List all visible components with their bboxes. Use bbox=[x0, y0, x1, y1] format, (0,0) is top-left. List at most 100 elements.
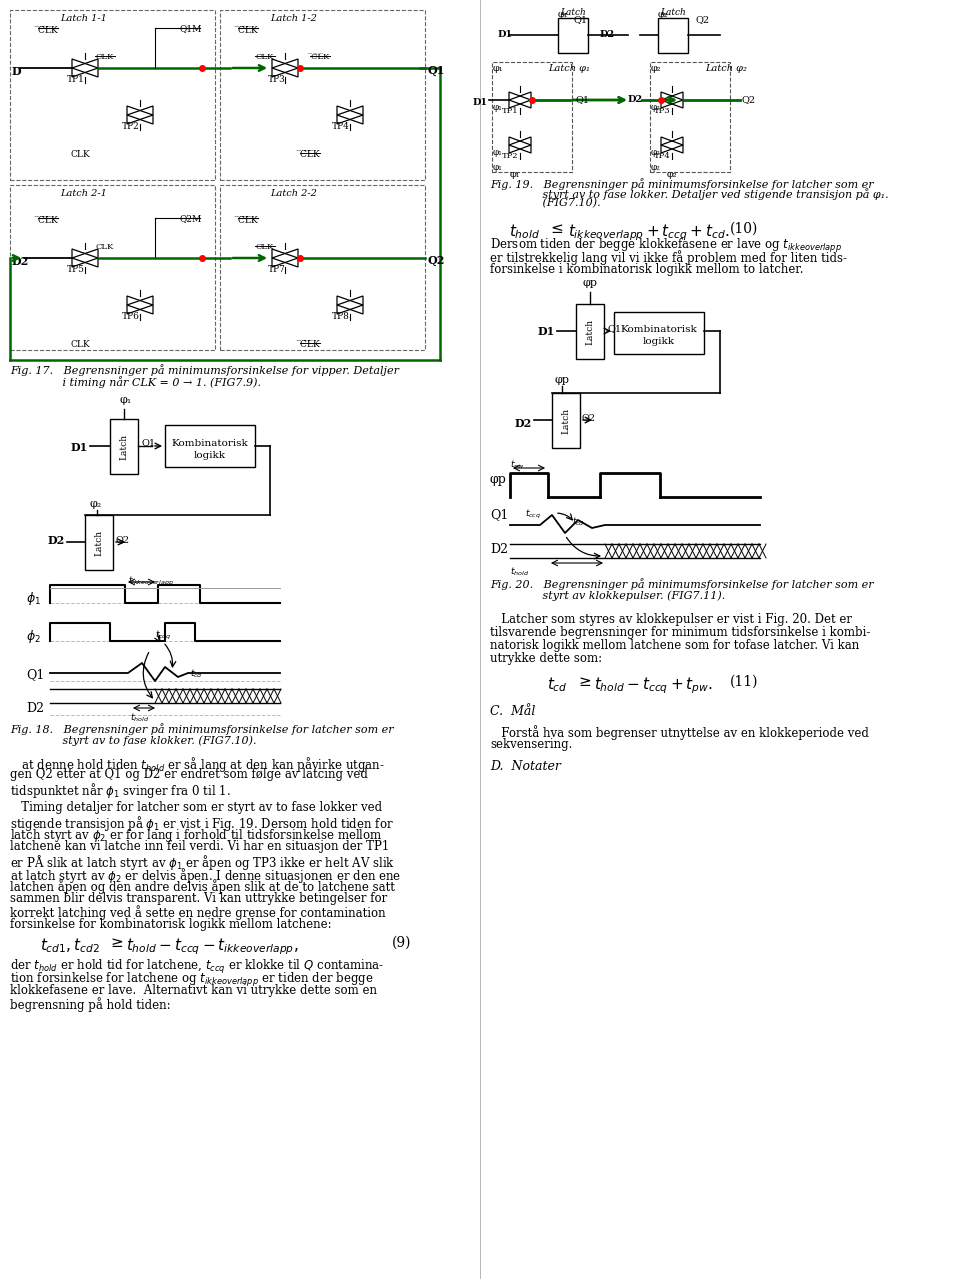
Text: CLK: CLK bbox=[96, 243, 114, 251]
Text: $\geq$: $\geq$ bbox=[576, 675, 592, 689]
Text: ̅C̅L̅K: ̅C̅L̅K bbox=[311, 52, 329, 61]
Text: TP3: TP3 bbox=[268, 75, 286, 84]
Text: $t_{ccq}$: $t_{ccq}$ bbox=[525, 508, 541, 521]
Text: φ₂: φ₂ bbox=[90, 499, 103, 509]
Text: D1: D1 bbox=[498, 29, 513, 38]
Bar bbox=[558, 18, 588, 52]
Text: φ₁: φ₁ bbox=[493, 64, 504, 73]
Bar bbox=[650, 61, 730, 171]
Text: TP8: TP8 bbox=[332, 312, 349, 321]
Text: TP1: TP1 bbox=[67, 75, 84, 84]
Text: natorisk logikk mellom latchene som for tofase latcher. Vi kan: natorisk logikk mellom latchene som for … bbox=[490, 640, 859, 652]
Text: gen Q2 etter at Q1 og D2 er endret som følge av latcing ved: gen Q2 etter at Q1 og D2 er endret som f… bbox=[10, 767, 368, 781]
Text: styrt av to fase klokker. (FIG7.10).: styrt av to fase klokker. (FIG7.10). bbox=[10, 735, 256, 746]
Text: φp: φp bbox=[555, 375, 569, 385]
Text: Q1: Q1 bbox=[142, 437, 156, 446]
Text: Q2: Q2 bbox=[115, 535, 130, 544]
Bar bbox=[165, 425, 255, 467]
Text: at denne hold tiden $t_{hold}$ er så lang at den kan påvirke utgan-: at denne hold tiden $t_{hold}$ er så lan… bbox=[10, 755, 385, 774]
Text: Q2: Q2 bbox=[582, 413, 596, 422]
Text: Fig. 17.   Begrensninger på minimumsforsinkelse for vipper. Detaljer: Fig. 17. Begrensninger på minimumsforsin… bbox=[10, 365, 399, 376]
Text: Timing detaljer for latcher som er styrt av to fase lokker ved: Timing detaljer for latcher som er styrt… bbox=[10, 801, 382, 813]
Text: D2: D2 bbox=[628, 95, 643, 104]
Text: tion forsinkelse for latchene og $t_{ikkeoverlapp}$ er tiden der begge: tion forsinkelse for latchene og $t_{ikk… bbox=[10, 971, 373, 989]
Bar bbox=[492, 61, 572, 171]
Text: sammen blir delvis transparent. Vi kan uttrykke betingelser for: sammen blir delvis transparent. Vi kan u… bbox=[10, 891, 387, 906]
Text: $t_{cd}$: $t_{cd}$ bbox=[572, 515, 585, 528]
Text: Fig. 19.   Begrensninger på minimumsforsinkelse for latcher som er: Fig. 19. Begrensninger på minimumsforsin… bbox=[490, 178, 874, 189]
Text: φ₂: φ₂ bbox=[651, 104, 660, 113]
Text: latch styrt av $\phi_2$ er for lang i forhold til tidsforsinkelse mellom: latch styrt av $\phi_2$ er for lang i fo… bbox=[10, 828, 383, 844]
Text: Q1: Q1 bbox=[490, 508, 509, 521]
Text: φ₁: φ₁ bbox=[510, 170, 520, 179]
Text: forsinkelse for kombinatorisk logikk mellom latchene:: forsinkelse for kombinatorisk logikk mel… bbox=[10, 918, 331, 931]
Text: D: D bbox=[12, 67, 22, 77]
Text: C.  Mål: C. Mål bbox=[490, 705, 536, 718]
Text: (FIG7.10).: (FIG7.10). bbox=[490, 198, 601, 208]
Text: Latch 1-1: Latch 1-1 bbox=[60, 14, 107, 23]
Text: Latch φ₂: Latch φ₂ bbox=[705, 64, 747, 73]
Text: korrekt latching ved å sette en nedre grense for contamination: korrekt latching ved å sette en nedre gr… bbox=[10, 906, 386, 920]
Text: $t_{ikkeoverlapp} + t_{ccq} + t_{cd}.$: $t_{ikkeoverlapp} + t_{ccq} + t_{cd}.$ bbox=[568, 223, 730, 243]
Text: Latch: Latch bbox=[562, 408, 570, 434]
Text: der $t_{hold}$ er hold tid for latchene, $t_{ccq}$ er klokke til $Q$ contamina-: der $t_{hold}$ er hold tid for latchene,… bbox=[10, 958, 384, 976]
Text: D.  Notater: D. Notater bbox=[490, 760, 561, 773]
Text: stigende transisjon på $\phi_1$ er vist i Fig. 19. Dersom hold tiden for: stigende transisjon på $\phi_1$ er vist … bbox=[10, 813, 394, 833]
Text: Q2: Q2 bbox=[427, 255, 444, 266]
Text: $t_{hold}$: $t_{hold}$ bbox=[510, 567, 529, 578]
Text: logikk: logikk bbox=[643, 336, 675, 347]
Text: φ₂: φ₂ bbox=[658, 10, 668, 19]
Text: φ₁: φ₁ bbox=[120, 395, 132, 405]
Text: $t_{hold} - t_{ccq} - t_{ikkeoverlapp},$: $t_{hold} - t_{ccq} - t_{ikkeoverlapp},$ bbox=[126, 936, 299, 957]
Text: $\phi_1$: $\phi_1$ bbox=[26, 590, 41, 608]
Text: Latch 1-2: Latch 1-2 bbox=[270, 14, 317, 23]
Text: ̅C̅L̅K: ̅C̅L̅K bbox=[38, 216, 58, 225]
Text: tilsvarende begrensninger for minimum tidsforsinkelse i kombi-: tilsvarende begrensninger for minimum ti… bbox=[490, 625, 871, 640]
Bar bbox=[220, 185, 425, 350]
Text: Latch: Latch bbox=[660, 8, 685, 17]
Text: er PÅ slik at latch styrt av $\phi_1$ er åpen og TP3 ikke er helt AV slik: er PÅ slik at latch styrt av $\phi_1$ er… bbox=[10, 853, 396, 872]
Text: styrt av to fase lokker. Detaljer ved stigende transisjon på φ₁.: styrt av to fase lokker. Detaljer ved st… bbox=[490, 188, 889, 200]
Text: (10): (10) bbox=[730, 223, 758, 237]
Text: Latch: Latch bbox=[119, 434, 129, 459]
Text: CLK: CLK bbox=[255, 243, 275, 251]
Text: forsinkelse i kombinatorisk logikk mellom to latcher.: forsinkelse i kombinatorisk logikk mello… bbox=[490, 263, 804, 276]
Text: Q1: Q1 bbox=[26, 668, 44, 680]
Text: Latch: Latch bbox=[586, 318, 594, 344]
Text: $t_{hold}$: $t_{hold}$ bbox=[509, 223, 540, 240]
Text: TP2: TP2 bbox=[502, 152, 518, 160]
Text: TP5: TP5 bbox=[67, 265, 85, 274]
Text: $t_{ccq}$: $t_{ccq}$ bbox=[155, 629, 171, 642]
Text: ̅C̅L̅K: ̅C̅L̅K bbox=[238, 26, 258, 35]
Text: Kombinatorisk: Kombinatorisk bbox=[172, 439, 249, 448]
Text: Latch: Latch bbox=[560, 8, 586, 17]
Text: Q1M: Q1M bbox=[180, 24, 203, 33]
Text: D2: D2 bbox=[12, 256, 29, 267]
Text: Q1: Q1 bbox=[607, 324, 621, 333]
Text: TP6: TP6 bbox=[122, 312, 140, 321]
Text: $t_{hold} - t_{ccq} + t_{pw}.$: $t_{hold} - t_{ccq} + t_{pw}.$ bbox=[594, 675, 713, 696]
Text: φ₁: φ₁ bbox=[558, 10, 568, 19]
Text: sekvensering.: sekvensering. bbox=[490, 738, 572, 751]
Text: D1: D1 bbox=[71, 443, 88, 453]
Text: $t_{cd}$: $t_{cd}$ bbox=[547, 675, 568, 693]
Text: Latch φ₁: Latch φ₁ bbox=[548, 64, 589, 73]
Text: φ₂: φ₂ bbox=[651, 148, 660, 157]
Text: ̅C̅L̅K: ̅C̅L̅K bbox=[300, 340, 320, 349]
Text: D2: D2 bbox=[48, 535, 65, 546]
Text: TP4: TP4 bbox=[332, 122, 349, 130]
Text: $\geq$: $\geq$ bbox=[108, 936, 124, 950]
Bar bbox=[614, 312, 704, 354]
Text: Fig. 18.   Begrensninger på minimumsforsinkelse for latcher som er: Fig. 18. Begrensninger på minimumsforsin… bbox=[10, 723, 394, 735]
Text: D2: D2 bbox=[26, 702, 44, 715]
Text: D1: D1 bbox=[538, 326, 555, 336]
Text: $t_{hold}$: $t_{hold}$ bbox=[130, 712, 149, 724]
Text: CLK: CLK bbox=[70, 340, 90, 349]
Text: TP3: TP3 bbox=[654, 107, 671, 115]
Text: i timing når CLK = 0 → 1. (FIG7.9).: i timing når CLK = 0 → 1. (FIG7.9). bbox=[10, 376, 261, 388]
Text: φ₁: φ₁ bbox=[493, 148, 503, 157]
Text: Q2: Q2 bbox=[695, 15, 709, 24]
Text: ̅C̅L̅K: ̅C̅L̅K bbox=[300, 150, 320, 159]
Text: Q1: Q1 bbox=[573, 15, 588, 24]
Bar bbox=[10, 185, 215, 350]
